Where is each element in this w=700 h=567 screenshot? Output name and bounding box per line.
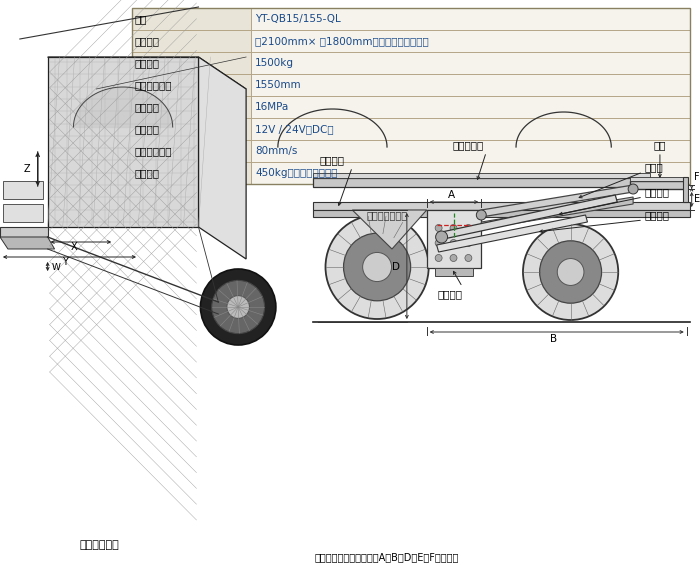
Bar [313, 178, 650, 187]
Text: 整机质量: 整机质量 [135, 168, 160, 178]
Text: W: W [52, 263, 60, 272]
Text: 型号: 型号 [135, 14, 148, 24]
Circle shape [523, 224, 618, 320]
Text: 平板: 平板 [654, 140, 666, 150]
Circle shape [435, 239, 442, 247]
Text: 关门油缸: 关门油缸 [644, 210, 669, 220]
Text: 车厢底平面: 车厢底平面 [453, 140, 484, 150]
Bar [251, 52, 690, 74]
Bar [313, 173, 650, 178]
Bar [132, 96, 251, 118]
Polygon shape [0, 237, 55, 249]
Bar [132, 140, 251, 162]
Bar [132, 118, 251, 140]
Bar [132, 162, 251, 184]
Polygon shape [352, 210, 427, 249]
Bar [3, 204, 43, 222]
Text: 汽车主梁: 汽车主梁 [320, 155, 345, 165]
Bar [251, 96, 690, 118]
Bar [132, 8, 690, 184]
Bar [132, 30, 251, 52]
Text: X: X [71, 242, 78, 252]
Text: 450kg（板面材质：钢）: 450kg（板面材质：钢） [255, 168, 337, 178]
Text: 宽2100mm× 高1800mm尺寸可根据车厢定制: 宽2100mm× 高1800mm尺寸可根据车厢定制 [255, 36, 429, 46]
Text: 方钢支座: 方钢支座 [437, 289, 462, 299]
Circle shape [465, 239, 472, 247]
Bar [251, 8, 690, 30]
Circle shape [435, 255, 442, 261]
Text: F: F [694, 172, 699, 182]
Circle shape [326, 215, 428, 319]
Polygon shape [48, 57, 246, 89]
Polygon shape [0, 227, 48, 237]
Text: 额定载重: 额定载重 [135, 58, 160, 68]
Circle shape [435, 225, 442, 231]
Bar [251, 30, 690, 52]
Circle shape [450, 255, 457, 261]
Circle shape [628, 184, 638, 194]
Text: 安装定位尺寸主要为图示A、B、D、E、F五个参数: 安装定位尺寸主要为图示A、B、D、E、F五个参数 [315, 552, 459, 562]
Circle shape [212, 281, 265, 333]
Text: A: A [448, 190, 455, 200]
Circle shape [465, 255, 472, 261]
Circle shape [557, 259, 584, 285]
Text: E: E [694, 194, 700, 204]
Bar [251, 74, 690, 96]
Polygon shape [482, 197, 633, 229]
Circle shape [450, 225, 457, 231]
Text: 80mm/s: 80mm/s [255, 146, 298, 156]
Text: 平均升降速度: 平均升降速度 [135, 146, 172, 156]
Circle shape [465, 225, 472, 231]
Text: Z: Z [23, 164, 30, 174]
Circle shape [435, 231, 447, 243]
Polygon shape [199, 57, 246, 259]
Circle shape [476, 210, 486, 220]
Bar [251, 162, 690, 184]
Text: 16MPa: 16MPa [255, 102, 289, 112]
Polygon shape [482, 185, 633, 217]
Bar [682, 177, 687, 202]
Bar [132, 8, 251, 30]
Text: 尾部加工图示: 尾部加工图示 [79, 540, 119, 550]
Bar [251, 118, 690, 140]
Text: 举升臂: 举升臂 [644, 162, 663, 172]
Text: YT-QB15/155-QL: YT-QB15/155-QL [255, 14, 341, 24]
Bar [435, 268, 473, 276]
Text: 1550mm: 1550mm [255, 80, 302, 90]
Bar [313, 210, 690, 217]
Text: 板面尺寸: 板面尺寸 [135, 36, 160, 46]
Text: 12V / 24V（DC）: 12V / 24V（DC） [255, 124, 334, 134]
Polygon shape [442, 195, 617, 239]
Bar [251, 140, 690, 162]
Text: B: B [550, 334, 557, 344]
Bar [132, 52, 251, 74]
Circle shape [450, 239, 457, 247]
Bar [313, 202, 690, 210]
Polygon shape [437, 215, 587, 252]
Circle shape [540, 241, 601, 303]
Bar [630, 181, 685, 189]
Circle shape [227, 295, 249, 319]
Bar [132, 74, 251, 96]
Text: 系统压力: 系统压力 [135, 102, 160, 112]
Text: 1500kg: 1500kg [255, 58, 294, 68]
Bar [3, 181, 43, 199]
Circle shape [200, 269, 276, 345]
Text: D: D [392, 262, 400, 272]
Text: 最大举升高度: 最大举升高度 [135, 80, 172, 90]
Text: 工作电压: 工作电压 [135, 124, 160, 134]
Circle shape [344, 233, 411, 301]
Text: 举升油缸: 举升油缸 [644, 187, 669, 197]
Circle shape [363, 252, 391, 282]
Text: 尺寸仅作为参考: 尺寸仅作为参考 [367, 210, 407, 220]
Polygon shape [48, 57, 199, 227]
Bar [630, 177, 685, 181]
Text: Y: Y [62, 257, 67, 267]
Bar [427, 210, 482, 268]
